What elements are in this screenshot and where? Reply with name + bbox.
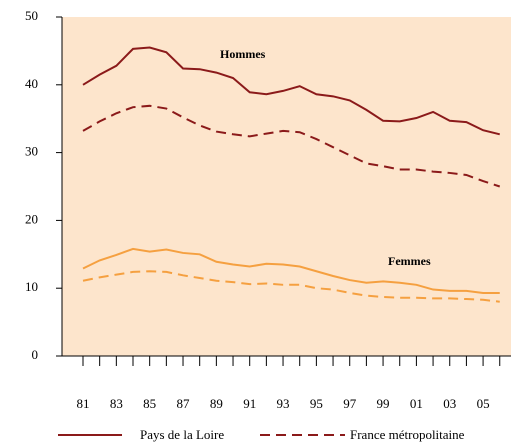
plot-background: [62, 17, 511, 356]
x-tick-label: 93: [277, 396, 290, 411]
legend-label: Pays de la Loire: [140, 427, 224, 442]
y-tick-label: 40: [25, 76, 38, 91]
series-line: [82, 46, 500, 136]
y-tick-label: 10: [25, 279, 38, 294]
x-tick-label: 81: [77, 396, 90, 411]
legend-label: France métropolitaine: [350, 427, 465, 442]
series-line: [82, 247, 500, 294]
x-tick-label: 97: [343, 396, 357, 411]
x-tick-label: 91: [243, 396, 256, 411]
x-tick-label: 95: [310, 396, 323, 411]
x-tick-label: 03: [443, 396, 456, 411]
y-tick-label: 30: [25, 144, 38, 159]
x-tick-label: 99: [377, 396, 390, 411]
x-tick-label: 05: [477, 396, 490, 411]
x-tick-label: 87: [177, 396, 191, 411]
y-tick-label: 20: [25, 211, 38, 226]
annotation: Hommes: [220, 47, 266, 61]
x-tick-label: 89: [210, 396, 223, 411]
x-tick-label: 01: [410, 396, 423, 411]
x-tick-label: 85: [143, 396, 156, 411]
annotation: Femmes: [388, 254, 431, 268]
series-line: [82, 270, 500, 303]
y-tick-label: 50: [25, 8, 38, 23]
y-tick-label: 0: [32, 347, 39, 362]
x-tick-label: 83: [110, 396, 123, 411]
